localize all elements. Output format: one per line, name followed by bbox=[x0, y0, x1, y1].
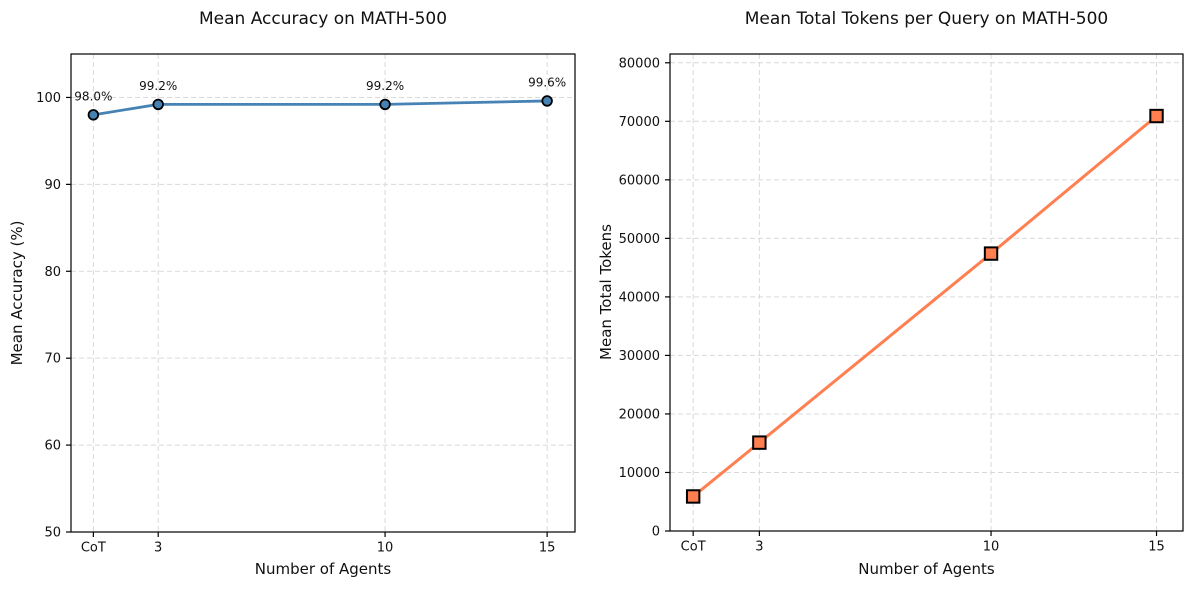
data-point bbox=[685, 489, 701, 504]
y-tick-label: 100 bbox=[36, 91, 61, 106]
data-point bbox=[87, 109, 100, 121]
x-tick-label: 15 bbox=[1148, 540, 1165, 555]
y-tick-label: 80 bbox=[44, 265, 61, 280]
x-tick-label: 10 bbox=[377, 541, 394, 556]
y-tick-label: 90 bbox=[44, 178, 61, 193]
y-tick-label: 70 bbox=[44, 352, 61, 367]
series-line bbox=[91, 99, 549, 117]
data-point bbox=[541, 95, 553, 107]
data-point bbox=[152, 98, 164, 111]
y-tick-label: 40000 bbox=[619, 290, 660, 305]
point-label: 99.2% bbox=[366, 79, 404, 93]
point-label: 99.6% bbox=[528, 75, 566, 89]
data-point bbox=[752, 435, 767, 450]
data-point bbox=[1149, 108, 1164, 124]
data-point bbox=[983, 246, 999, 261]
y-tick-label: 50 bbox=[44, 526, 61, 541]
y-tick-label: 70000 bbox=[619, 115, 660, 130]
y-axis-label-tokens: Mean Total Tokens bbox=[597, 224, 615, 360]
y-tick-label: 60 bbox=[44, 439, 61, 454]
y-axis-label-accuracy: Mean Accuracy (%) bbox=[8, 220, 26, 366]
x-tick-label: 3 bbox=[755, 540, 763, 555]
x-tick-label: 15 bbox=[539, 541, 556, 556]
point-label: 99.2% bbox=[139, 79, 177, 93]
x-tick-label: 3 bbox=[154, 541, 162, 556]
x-tick-label: CoT bbox=[681, 540, 706, 555]
y-tick-label: 0 bbox=[652, 525, 660, 540]
x-axis-label-tokens: Number of Agents bbox=[858, 560, 995, 578]
x-axis-label-accuracy: Number of Agents bbox=[254, 560, 392, 578]
plot-border bbox=[70, 53, 576, 533]
chart-title-tokens: Mean Total Tokens per Query on MATH-500 bbox=[744, 9, 1109, 29]
y-tick-label: 50000 bbox=[619, 232, 660, 247]
data-point bbox=[379, 98, 391, 111]
y-tick-label: 30000 bbox=[619, 349, 660, 364]
y-tick-label: 10000 bbox=[619, 466, 660, 481]
y-tick-label: 60000 bbox=[619, 173, 660, 188]
x-tick-label: 10 bbox=[983, 540, 1000, 555]
y-tick-label: 20000 bbox=[619, 407, 660, 422]
y-tick-label: 80000 bbox=[619, 56, 660, 71]
point-label: 98.0% bbox=[74, 89, 112, 103]
chart-title-accuracy: Mean Accuracy on MATH-500 bbox=[198, 9, 448, 29]
plot-border bbox=[669, 53, 1184, 532]
series-line bbox=[691, 114, 1159, 498]
x-tick-label: CoT bbox=[81, 541, 106, 556]
